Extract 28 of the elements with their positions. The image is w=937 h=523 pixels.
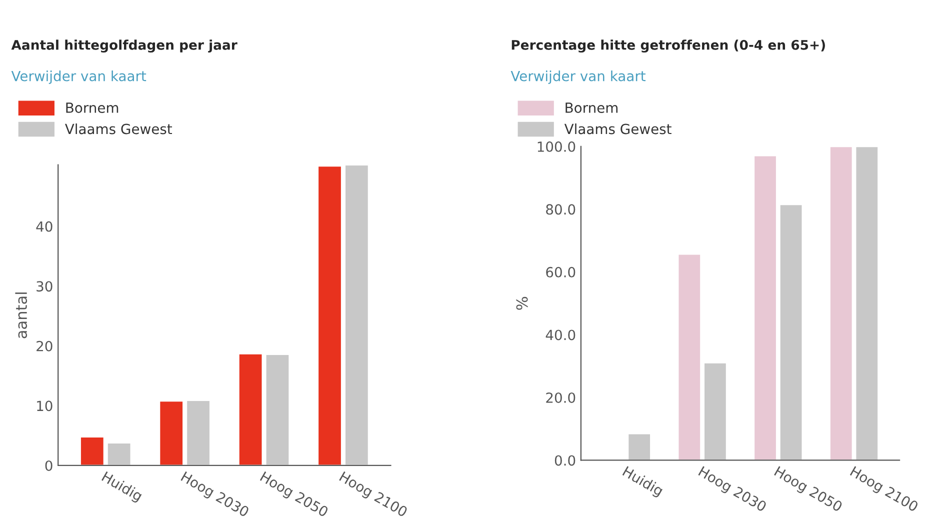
legend-label: Bornem	[66, 102, 118, 113]
y-tick-label: 0	[45, 460, 52, 471]
bar	[264, 354, 290, 466]
bar	[854, 146, 879, 460]
y-tick-label: 40	[36, 221, 52, 232]
y-axis-title: %	[516, 296, 528, 310]
text: Verwijder van kaart	[510, 70, 646, 84]
y-tick-label: 30	[36, 281, 52, 292]
text: Verwijder van kaart	[11, 70, 146, 84]
bar	[627, 432, 652, 460]
chart-title: Percentage hitte getroffenen (0-4 en 65+)	[512, 40, 825, 53]
legend-label: Vlaams Gewest	[564, 123, 672, 134]
y-tick-label: 20	[36, 340, 52, 352]
bar	[238, 352, 264, 466]
y-tick-label: 100.0	[538, 141, 576, 152]
y-tick-label: 20.0	[546, 392, 576, 403]
chart-title: Aantal hittegolfdagen per jaar	[11, 40, 238, 53]
bar	[829, 146, 854, 460]
y-axis-title: aantal	[15, 292, 28, 338]
legend-label: Bornem	[566, 102, 618, 113]
bar	[106, 442, 132, 466]
y-tick-label: 0.0	[554, 455, 576, 466]
legend-label: Vlaams Gewest	[65, 123, 172, 134]
y-tick-label: 80.0	[546, 204, 576, 215]
y-tick-label: 10	[37, 400, 52, 412]
y-tick-label: 40.0	[546, 330, 576, 340]
bar	[80, 436, 105, 466]
y-tick-label: 60.0	[546, 266, 576, 278]
